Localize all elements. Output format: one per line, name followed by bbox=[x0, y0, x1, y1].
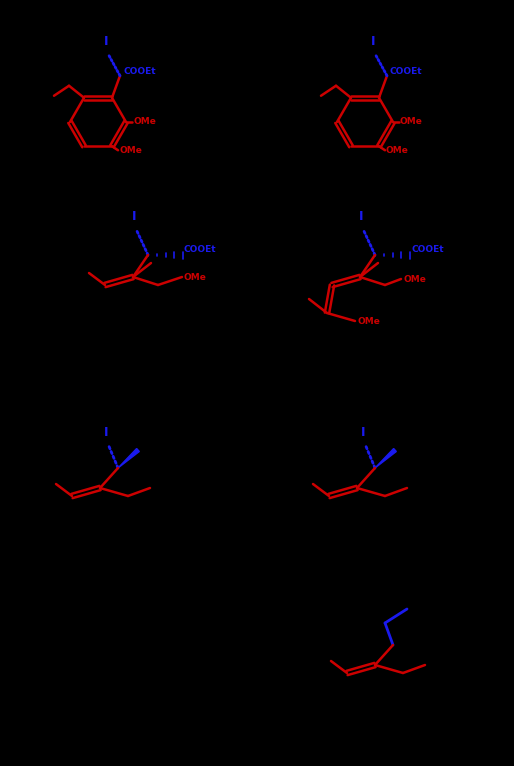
Polygon shape bbox=[118, 449, 139, 468]
Text: I: I bbox=[104, 34, 108, 47]
Text: COOEt: COOEt bbox=[390, 67, 423, 77]
Text: OMe: OMe bbox=[133, 117, 156, 126]
Polygon shape bbox=[375, 449, 396, 468]
Text: OMe: OMe bbox=[184, 273, 207, 281]
Text: OMe: OMe bbox=[400, 117, 423, 126]
Text: OMe: OMe bbox=[357, 316, 380, 326]
Text: OMe: OMe bbox=[119, 146, 142, 155]
Text: I: I bbox=[371, 34, 375, 47]
Text: COOEt: COOEt bbox=[184, 244, 216, 254]
Text: COOEt: COOEt bbox=[411, 244, 444, 254]
Text: I: I bbox=[359, 210, 363, 223]
Text: I: I bbox=[132, 210, 136, 223]
Text: OMe: OMe bbox=[386, 146, 409, 155]
Text: I: I bbox=[104, 426, 108, 439]
Text: OMe: OMe bbox=[403, 274, 426, 283]
Text: COOEt: COOEt bbox=[123, 67, 156, 77]
Text: I: I bbox=[361, 426, 365, 439]
